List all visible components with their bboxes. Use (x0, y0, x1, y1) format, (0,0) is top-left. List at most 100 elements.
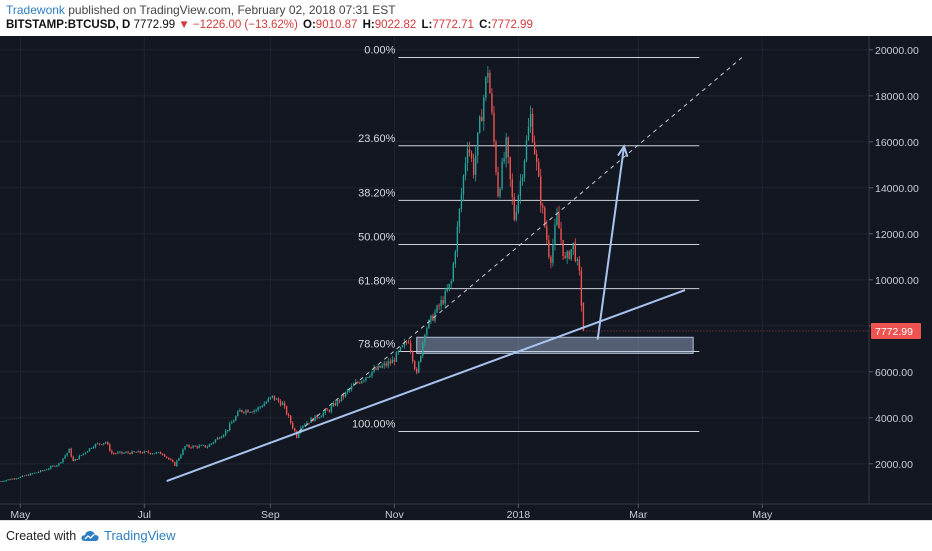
candle-body (210, 443, 213, 445)
candle-body (7, 479, 9, 481)
price-chart[interactable]: 0.00% 23.60% 38.20% 50.00% 61.80% 78.60% 100.0… (0, 36, 932, 521)
candle-body (416, 369, 418, 373)
candle-body (64, 455, 66, 459)
candle-body (576, 259, 579, 262)
candle-body (381, 365, 383, 368)
fib-diagonal-line[interactable] (298, 57, 743, 432)
candle-body (452, 263, 455, 282)
fib-level-label: 0.00% (364, 44, 395, 56)
candle-body (440, 300, 442, 307)
candle-body (86, 451, 89, 453)
candle-body (133, 451, 135, 453)
grid-lines (0, 36, 868, 504)
candle-body (62, 458, 64, 463)
last-price-tag-layer: 7772.99 (583, 322, 921, 339)
candle-body (180, 454, 182, 459)
candle-body (66, 452, 68, 456)
candle-body (336, 400, 339, 406)
candle-body (243, 411, 245, 413)
candle-body (519, 181, 522, 196)
candle-body (11, 478, 13, 480)
candle-body (572, 242, 574, 250)
fib-retracement[interactable]: 0.00% 23.60% 38.20% 50.00% 61.80% 78.60% 100.0… (352, 44, 700, 433)
candle-body (450, 281, 452, 284)
candle-body (367, 377, 369, 378)
candle-body (239, 409, 241, 412)
chart-area[interactable]: 0.00% 23.60% 38.20% 50.00% 61.80% 78.60% 100.0… (0, 36, 932, 521)
candle-body (413, 361, 416, 370)
candle-body (531, 113, 534, 142)
candle-body (198, 445, 200, 448)
candle-body (456, 226, 459, 252)
candle-body (359, 382, 361, 384)
candle-body (139, 451, 141, 453)
candle-body (420, 355, 422, 363)
time-axis[interactable]: May Jul Sep Nov 2018 Mar May (10, 504, 773, 521)
candle-body (462, 175, 465, 195)
author-link[interactable]: Tradewonk (6, 3, 65, 17)
candle-body (513, 197, 515, 220)
candle-body (153, 453, 156, 455)
candle-body (31, 473, 34, 475)
candle-body (558, 213, 560, 229)
candle-body (249, 411, 251, 413)
candle-body (208, 444, 211, 447)
drawings[interactable] (166, 57, 743, 482)
candle-body (261, 406, 263, 408)
candle-body (501, 161, 503, 189)
candle-body (285, 406, 288, 415)
candle-body (554, 224, 556, 245)
candle-body (525, 140, 528, 161)
candle-body (277, 398, 280, 402)
candle-body (379, 365, 381, 368)
candle-body (468, 149, 471, 153)
candle-body (233, 420, 235, 423)
candle-body (190, 447, 192, 448)
candle-body (407, 342, 410, 344)
candle-body (147, 451, 150, 453)
candle-body (294, 428, 296, 432)
candle-body (46, 469, 48, 471)
support-zone-box[interactable] (416, 336, 694, 354)
x-tick-label: Mar (629, 509, 648, 520)
support-zone-layer[interactable] (416, 336, 694, 354)
candle-body (188, 445, 190, 448)
publish-info: Tradewonk published on TradingView.com, … (6, 3, 396, 17)
candle-body (149, 452, 152, 454)
candle-body (27, 474, 30, 476)
candle-body (326, 409, 328, 411)
candle-body (511, 179, 513, 198)
candle-body (302, 425, 304, 428)
candle-body (399, 347, 402, 351)
candle-body (1, 481, 3, 482)
fib-level-label: 61.80% (358, 276, 396, 288)
candle-body (44, 469, 46, 471)
candle-body (491, 93, 493, 113)
forecast-arrow[interactable] (596, 146, 626, 340)
candle-body (25, 474, 28, 476)
candle-body (505, 137, 507, 159)
candle-body (580, 270, 583, 306)
candle-body (436, 305, 438, 313)
candle-body (60, 462, 62, 464)
y-tick-label: 14000.00 (875, 183, 919, 195)
tradingview-brand[interactable]: TradingView (104, 528, 176, 543)
high-value: 9022.82 (374, 19, 417, 31)
candle-body (353, 384, 355, 387)
open-label: O: (303, 19, 316, 31)
candle-body (39, 470, 42, 472)
candle-body (430, 315, 432, 320)
candle-body (357, 382, 359, 384)
symbol-label[interactable]: BITSTAMP:BTCUSD, D (6, 19, 131, 31)
candle-body (204, 445, 207, 448)
candle-body (15, 478, 17, 480)
candle-body (78, 455, 80, 460)
trendline[interactable] (166, 289, 686, 482)
candle-body (422, 342, 424, 356)
candle-body (229, 423, 231, 430)
candle-body (74, 459, 76, 462)
candle-body (88, 448, 91, 452)
candle-body (306, 422, 308, 425)
candle-body (161, 454, 164, 455)
candle-body (544, 207, 546, 227)
